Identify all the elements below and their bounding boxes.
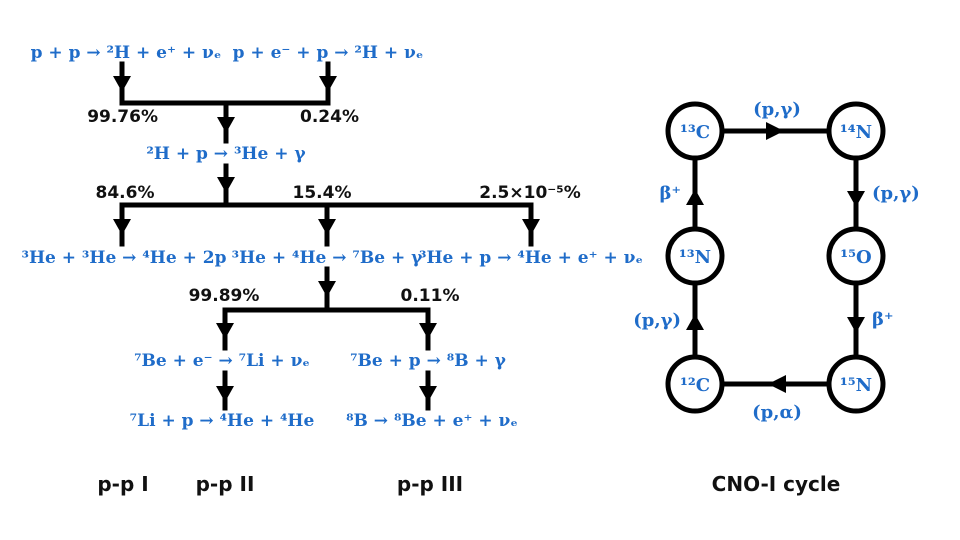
percent-ppI: 84.6% <box>96 183 155 203</box>
arrowhead-down <box>216 323 234 339</box>
reaction-be7-p: ⁷Be + p → ⁸B + γ <box>350 351 507 371</box>
edge-label-n14-o15: (p,γ) <box>872 183 920 204</box>
nuclide-c13: ¹³C <box>680 122 710 143</box>
arrowhead-down <box>419 386 437 402</box>
edge-label-n15-c12: (p,α) <box>752 402 802 423</box>
nuclide-c12: ¹²C <box>680 375 710 396</box>
reaction-he3-he3: ³He + ³He → ⁴He + 2p <box>22 248 227 268</box>
arrowhead-up <box>686 189 704 205</box>
arrowhead-down <box>318 219 336 235</box>
nuclide-circle-n13 <box>665 226 725 286</box>
arrowhead-down <box>419 323 437 339</box>
arrowhead-down <box>113 219 131 235</box>
percent-hep: 2.5×10⁻⁵% <box>479 183 580 203</box>
edge-label-c12-n13: (p,γ) <box>633 310 681 331</box>
arrowhead-down <box>217 177 235 193</box>
edge-label-c13-n14: (p,γ) <box>753 99 801 120</box>
percent-ppII: 15.4% <box>293 183 352 203</box>
reaction-li7-p: ⁷Li + p → ⁴He + ⁴He <box>130 411 315 431</box>
branch-label-ppIII: p-p III <box>397 472 463 496</box>
nuclide-circle-c12 <box>665 354 725 414</box>
reaction-be7-e: ⁷Be + e⁻ → ⁷Li + νₑ <box>134 351 310 371</box>
percent-be7-p: 0.11% <box>401 286 460 306</box>
arrowhead-down <box>522 219 540 235</box>
arrowhead-down <box>113 76 131 92</box>
arrowhead-left <box>768 375 786 393</box>
pp-chain: p + p → ²H + e⁺ + νₑ p + e⁻ + p → ²H + ν… <box>22 43 643 496</box>
nuclide-o15: ¹⁵O <box>840 247 871 268</box>
reaction-hep: ³He + p → ⁴He + e⁺ + νₑ <box>419 248 643 268</box>
nuclide-circle-o15 <box>826 226 886 286</box>
arrowhead-down <box>217 117 235 133</box>
percent-pep: 0.24% <box>300 107 359 127</box>
edge-label-o15-n15: β⁺ <box>872 309 893 330</box>
reaction-deuterium: ²H + p → ³He + γ <box>146 144 306 164</box>
arrowhead-down <box>318 281 336 297</box>
nuclide-n15: ¹⁵N <box>840 375 872 396</box>
arrowhead-up <box>686 314 704 330</box>
nuclide-circle-n15 <box>826 354 886 414</box>
nuclide-circle-c13 <box>665 101 725 161</box>
arrowhead-down <box>216 386 234 402</box>
arrowhead-down <box>847 317 865 333</box>
arrowhead-right <box>766 122 784 140</box>
arrowhead-down <box>319 76 337 92</box>
percent-pp: 99.76% <box>87 107 158 127</box>
nuclide-circle-n14 <box>826 101 886 161</box>
reaction-he3-he4: ³He + ⁴He → ⁷Be + γ <box>232 248 424 268</box>
reaction-pep: p + e⁻ + p → ²H + νₑ <box>233 43 424 63</box>
reaction-pp: p + p → ²H + e⁺ + νₑ <box>31 43 222 63</box>
nuclide-n13: ¹³N <box>679 247 711 268</box>
branch-label-ppI: p-p I <box>97 472 148 496</box>
percent-be7-e: 99.89% <box>189 286 260 306</box>
cno-title: CNO-I cycle <box>712 472 841 496</box>
nuclide-n14: ¹⁴N <box>840 122 872 143</box>
branch-label-ppII: p-p II <box>196 472 255 496</box>
edge-label-n13-c13: β⁺ <box>660 183 681 204</box>
cno-cycle: ¹³C ¹⁴N ¹³N ¹⁵O ¹²C ¹⁵N (p,γ) (p,γ) β⁺ (… <box>633 99 920 496</box>
reaction-b8: ⁸B → ⁸Be + e⁺ + νₑ <box>346 411 518 431</box>
arrowhead-down <box>847 191 865 207</box>
